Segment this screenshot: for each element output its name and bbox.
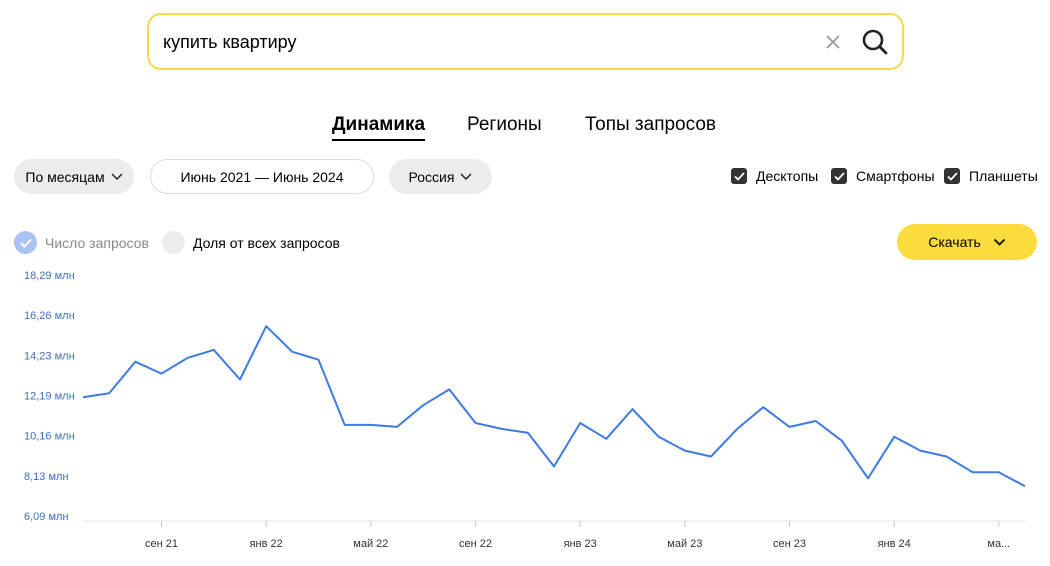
radio-label: Доля от всех запросов — [193, 234, 340, 251]
date-range-label: Июнь 2021 — Июнь 2024 — [180, 168, 344, 185]
data-point[interactable] — [290, 350, 294, 354]
data-point[interactable] — [683, 449, 687, 453]
data-point[interactable] — [212, 348, 216, 352]
y-tick-label: 8,13 млн — [24, 471, 69, 483]
radio-count[interactable]: Число запросов — [14, 231, 149, 254]
x-tick-label: янв 23 — [564, 538, 597, 550]
checkbox-checked-icon — [944, 168, 960, 184]
data-point[interactable] — [317, 358, 321, 362]
line-chart: 18,29 млн 16,26 млн 14,23 млн 12,19 млн 10,1… — [24, 270, 1027, 550]
data-point[interactable] — [186, 356, 190, 360]
data-point[interactable] — [735, 427, 739, 431]
tab-regions[interactable]: Регионы — [467, 114, 542, 135]
radio-label: Число запросов — [45, 234, 149, 251]
data-point[interactable] — [761, 405, 765, 409]
chevron-down-icon — [993, 238, 1005, 246]
checkbox-desktops[interactable]: Десктопы — [731, 168, 818, 184]
y-tick-label: 12,19 млн — [24, 391, 75, 403]
data-point[interactable] — [238, 378, 242, 382]
data-point[interactable] — [81, 395, 85, 399]
data-point[interactable] — [447, 387, 451, 391]
x-tick-label: сен 23 — [773, 538, 806, 550]
data-point[interactable] — [343, 423, 347, 427]
data-point[interactable] — [997, 470, 1001, 474]
data-point[interactable] — [657, 435, 661, 439]
data-point[interactable] — [971, 470, 975, 474]
data-point[interactable] — [500, 427, 504, 431]
x-tick-label: сен 22 — [459, 538, 492, 550]
y-tick-label: 16,26 млн — [24, 310, 75, 322]
data-point[interactable] — [814, 419, 818, 423]
data-point[interactable] — [892, 435, 896, 439]
x-tick-label: май 22 — [353, 538, 388, 550]
checkbox-checked-icon — [731, 168, 747, 184]
radio-share[interactable]: Доля от всех запросов — [162, 231, 340, 254]
tab-top-queries[interactable]: Топы запросов — [585, 114, 716, 135]
data-point[interactable] — [604, 437, 608, 441]
search-input[interactable]: купить квартиру — [163, 32, 297, 52]
x-tick-label: май 23 — [667, 538, 702, 550]
download-button[interactable]: Скачать — [897, 224, 1037, 260]
data-point[interactable] — [631, 407, 635, 411]
checkbox-checked-icon — [831, 168, 847, 184]
close-icon[interactable] — [823, 32, 843, 52]
data-point[interactable] — [578, 421, 582, 425]
checkbox-label: Десктопы — [756, 168, 819, 184]
data-point[interactable] — [160, 372, 164, 376]
search-icon[interactable] — [861, 28, 889, 56]
y-tick-label: 6,09 млн — [24, 511, 69, 523]
data-point[interactable] — [526, 431, 530, 435]
region-select[interactable]: Россия — [389, 159, 492, 194]
x-tick-label: сен 21 — [145, 538, 178, 550]
data-point[interactable] — [866, 476, 870, 480]
tabs: Динамика Регионы Топы запросов — [0, 114, 1050, 144]
checkbox-label: Смартфоны — [856, 168, 935, 184]
data-point[interactable] — [133, 360, 137, 364]
data-point[interactable] — [395, 425, 399, 429]
data-point[interactable] — [552, 464, 556, 468]
data-point[interactable] — [369, 423, 373, 427]
period-label: По месяцам — [25, 168, 105, 185]
region-label: Россия — [408, 168, 455, 185]
data-point[interactable] — [945, 455, 949, 459]
period-select[interactable]: По месяцам — [14, 159, 134, 194]
data-point[interactable] — [421, 403, 425, 407]
data-point[interactable] — [788, 425, 792, 429]
radio-unchecked-icon — [162, 231, 185, 254]
search-box[interactable]: купить квартиру — [147, 13, 904, 70]
data-point[interactable] — [1023, 484, 1027, 488]
chevron-down-icon — [111, 172, 123, 180]
checkbox-smartphones[interactable]: Смартфоны — [831, 168, 935, 184]
chevron-down-icon — [460, 172, 472, 180]
x-tick-label: янв 24 — [878, 538, 911, 550]
data-point[interactable] — [474, 421, 478, 425]
data-point[interactable] — [264, 324, 268, 328]
y-tick-label: 18,29 млн — [24, 270, 75, 282]
tab-dynamics[interactable]: Динамика — [332, 114, 426, 141]
radio-checked-icon — [14, 231, 37, 254]
date-range-select[interactable]: Июнь 2021 — Июнь 2024 — [150, 159, 374, 194]
data-point[interactable] — [840, 439, 844, 443]
y-tick-label: 14,23 млн — [24, 350, 75, 362]
x-tick-label: ма... — [987, 538, 1010, 550]
data-point[interactable] — [709, 455, 713, 459]
data-point[interactable] — [918, 449, 922, 453]
checkbox-tablets[interactable]: Планшеты — [944, 168, 1038, 184]
checkbox-label: Планшеты — [969, 168, 1038, 184]
data-point[interactable] — [107, 391, 111, 395]
series-line — [82, 325, 1026, 488]
download-label: Скачать — [928, 234, 981, 250]
y-tick-label: 10,16 млн — [24, 431, 75, 443]
x-tick-label: янв 22 — [250, 538, 283, 550]
